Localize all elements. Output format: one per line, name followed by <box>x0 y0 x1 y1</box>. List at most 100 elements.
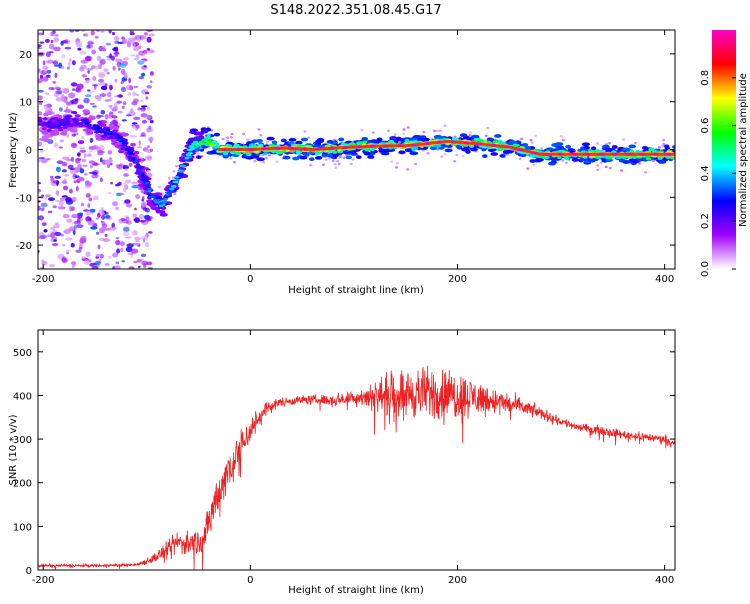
noise-cell <box>48 197 55 202</box>
noise-cell <box>96 95 102 101</box>
ridge-inner-cell <box>323 150 329 153</box>
noise-cell <box>107 58 111 61</box>
noise-cell <box>309 164 313 167</box>
ridge-outer-cell <box>363 151 371 156</box>
noise-cell <box>109 106 113 109</box>
noise-cell <box>53 142 59 148</box>
noise-cell <box>233 161 236 164</box>
noise-cell <box>62 243 66 247</box>
ridge-inner-cell <box>82 124 89 127</box>
noise-cell <box>85 55 92 62</box>
noise-cell <box>321 163 325 166</box>
noise-cell <box>87 42 95 45</box>
noise-cell <box>85 94 92 98</box>
ridge-inner-cell <box>99 131 104 134</box>
heatmap-y-axis-label: Frequency (Hz) <box>8 112 19 188</box>
heatmap-x-axis-label: Height of straight line (km) <box>288 285 424 296</box>
y-tick-label: 0 <box>26 146 32 157</box>
ridge-mid-cell <box>362 140 368 144</box>
noise-cell <box>115 58 123 63</box>
noise-cell <box>145 91 150 95</box>
noise-cell <box>38 158 41 163</box>
noise-cell <box>83 153 87 158</box>
noise-cell <box>68 61 71 67</box>
noise-cell <box>108 30 112 34</box>
ridge-inner-cell <box>94 131 100 134</box>
ridge-inner-cell <box>80 119 85 122</box>
noise-cell <box>38 78 43 84</box>
noise-cell <box>117 61 120 68</box>
noise-cell <box>61 161 68 167</box>
ridge-outer-cell <box>189 128 198 133</box>
noise-cell <box>130 248 139 254</box>
ridge-outer-cell <box>271 140 278 145</box>
noise-cell <box>75 249 82 253</box>
noise-cell <box>530 141 534 144</box>
ridge-outer-cell <box>210 150 217 155</box>
noise-cell <box>406 126 410 129</box>
noise-cell <box>88 146 97 150</box>
noise-cell <box>112 65 116 71</box>
noise-cell <box>62 185 69 191</box>
ridge-inner-cell <box>38 119 43 122</box>
noise-cell <box>85 193 91 198</box>
noise-cell <box>96 115 104 118</box>
ridge-mid-cell <box>235 151 242 155</box>
noise-cell <box>108 255 111 259</box>
ridge-peak-cell <box>463 141 470 145</box>
noise-cell <box>620 169 623 172</box>
noise-cell <box>395 162 399 165</box>
noise-cell <box>532 163 536 167</box>
noise-cell <box>73 180 77 184</box>
noise-cell <box>97 244 101 250</box>
ridge-outer-cell <box>378 148 384 153</box>
noise-cell <box>79 149 87 153</box>
noise-cell <box>62 213 70 219</box>
ridge-mid-cell <box>97 120 103 125</box>
noise-cell <box>121 119 127 122</box>
ridge-inner-cell <box>146 187 153 191</box>
ridge-peak-cell <box>261 147 268 151</box>
noise-cell <box>40 207 45 212</box>
noise-cell <box>107 150 113 155</box>
noise-cell <box>113 51 120 56</box>
noise-cell <box>72 60 76 66</box>
noise-cell <box>77 176 85 182</box>
noise-cell <box>103 238 110 243</box>
noise-cell <box>82 164 88 167</box>
ridge-mid-cell <box>249 143 255 147</box>
noise-cell <box>140 219 146 223</box>
noise-cell <box>334 166 338 169</box>
noise-cell <box>126 84 133 90</box>
noise-cell <box>87 203 91 208</box>
noise-cell <box>86 67 94 71</box>
noise-cell <box>98 72 106 78</box>
noise-cell <box>540 147 544 150</box>
noise-cell <box>72 88 76 91</box>
ridge-mid-cell <box>152 202 159 206</box>
noise-cell <box>38 89 44 93</box>
x-tick-label: 400 <box>655 274 674 285</box>
ridge-outer-cell <box>198 135 205 140</box>
ridge-mid-cell <box>607 156 613 160</box>
noise-cell <box>146 173 154 177</box>
y-tick-label: 10 <box>19 98 32 109</box>
ridge-outer-cell <box>605 158 613 163</box>
noise-cell <box>45 74 51 79</box>
ridge-inner-cell <box>43 117 48 120</box>
noise-cell <box>67 164 74 170</box>
noise-cell <box>123 38 128 45</box>
noise-cell <box>88 197 93 202</box>
noise-cell <box>66 252 69 255</box>
ridge-outer-cell <box>282 155 291 160</box>
noise-cell <box>221 137 225 141</box>
noise-cell <box>109 97 113 102</box>
noise-cell <box>38 181 42 185</box>
noise-cell <box>111 115 118 119</box>
noise-cell <box>59 200 64 207</box>
noise-cell <box>131 185 139 189</box>
noise-cell <box>120 241 125 247</box>
noise-cell <box>87 70 90 74</box>
ridge-inner-cell <box>207 142 214 145</box>
